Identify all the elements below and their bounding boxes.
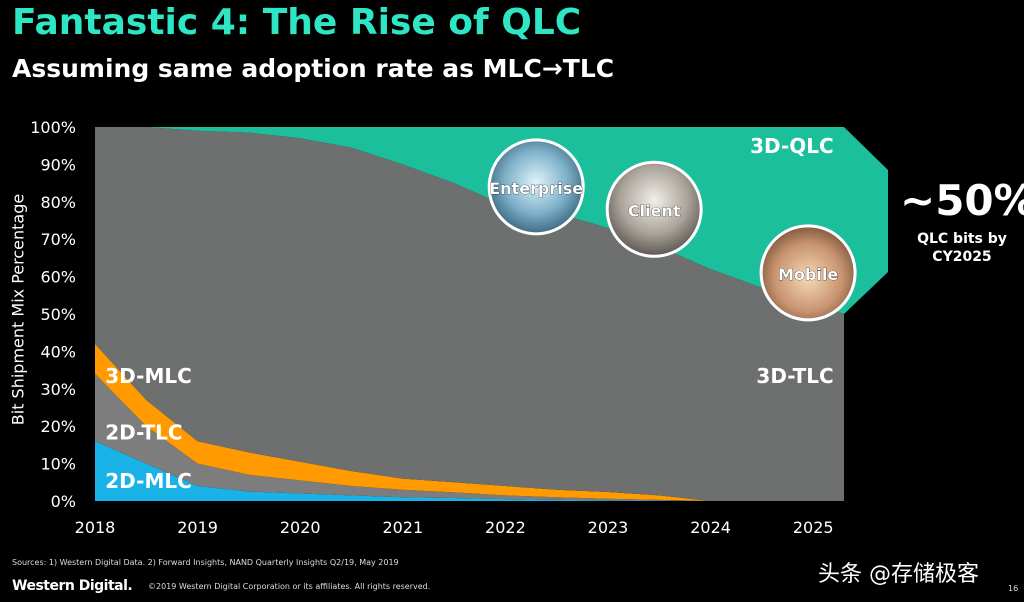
image-mobile: Mobile bbox=[759, 224, 857, 322]
page-title: Fantastic 4: The Rise of QLC bbox=[12, 2, 582, 43]
x-tick-labels: 2018 2019 2020 2021 2022 2023 2024 2025 bbox=[75, 518, 834, 537]
y-tick-label: 60% bbox=[40, 268, 76, 287]
callout-text-line1: QLC bits by bbox=[917, 231, 1007, 247]
callout-text: QLC bits by CY2025 bbox=[904, 230, 1020, 266]
area-2d-mlc bbox=[95, 441, 844, 501]
x-tick-label: 2025 bbox=[793, 518, 834, 537]
y-tick-labels: 0% 10% 20% 30% 40% 50% 60% 70% 80% 90% 100% bbox=[30, 118, 76, 511]
image-label: Client bbox=[628, 201, 681, 220]
x-tick-label: 2024 bbox=[690, 518, 731, 537]
y-tick-label: 50% bbox=[40, 305, 76, 324]
copyright-notice: ©2019 Western Digital Corporation or its… bbox=[148, 582, 431, 591]
chart-areas bbox=[95, 127, 844, 501]
x-tick-label: 2020 bbox=[280, 518, 321, 537]
y-tick-label: 70% bbox=[40, 230, 76, 249]
series-labels: 2D-MLC 2D-TLC 3D-MLC 3D-TLC 3D-QLC bbox=[105, 134, 833, 493]
segment-images: Enterprise Client Mobile bbox=[487, 138, 857, 322]
watermark-text: 头条 @存储极客 bbox=[818, 562, 979, 587]
image-circle bbox=[759, 224, 857, 322]
image-label: Enterprise bbox=[489, 179, 583, 198]
image-label: Mobile bbox=[778, 265, 838, 284]
series-label-3d-tlc: 3D-TLC bbox=[756, 364, 833, 388]
series-label-3d-qlc: 3D-QLC bbox=[750, 134, 834, 158]
y-tick-label: 30% bbox=[40, 380, 76, 399]
callout-text-line2: CY2025 bbox=[932, 249, 992, 265]
y-tick-label: 10% bbox=[40, 455, 76, 474]
page-number: 16 bbox=[1008, 584, 1019, 593]
image-circle bbox=[487, 138, 585, 236]
area-3d-mlc bbox=[95, 343, 844, 501]
page-subtitle: Assuming same adoption rate as MLC→TLC bbox=[12, 54, 615, 83]
area-3d-tlc bbox=[95, 127, 844, 501]
series-label-2d-tlc: 2D-TLC bbox=[105, 420, 182, 444]
x-tick-label: 2018 bbox=[75, 518, 116, 537]
series-label-3d-mlc: 3D-MLC bbox=[105, 364, 192, 388]
x-tick-label: 2023 bbox=[588, 518, 629, 537]
y-tick-label: 40% bbox=[40, 342, 76, 361]
callout-value: ~50% bbox=[900, 176, 1024, 225]
sources-note: Sources: 1) Western Digital Data. 2) For… bbox=[12, 558, 399, 567]
image-enterprise: Enterprise bbox=[487, 138, 585, 236]
x-tick-label: 2022 bbox=[485, 518, 526, 537]
x-tick-label: 2019 bbox=[177, 518, 218, 537]
y-axis-label: Bit Shipment Mix Percentage bbox=[8, 193, 28, 426]
y-tick-label: 20% bbox=[40, 417, 76, 436]
image-circle bbox=[605, 160, 703, 258]
image-client: Client bbox=[605, 160, 703, 258]
western-digital-logo: Western Digital. bbox=[12, 578, 133, 594]
y-tick-label: 90% bbox=[40, 155, 76, 174]
x-tick-label: 2021 bbox=[382, 518, 423, 537]
y-tick-label: 80% bbox=[40, 193, 76, 212]
y-tick-label: 0% bbox=[51, 492, 76, 511]
series-label-2d-mlc: 2D-MLC bbox=[105, 469, 192, 493]
y-tick-label: 100% bbox=[30, 118, 76, 137]
